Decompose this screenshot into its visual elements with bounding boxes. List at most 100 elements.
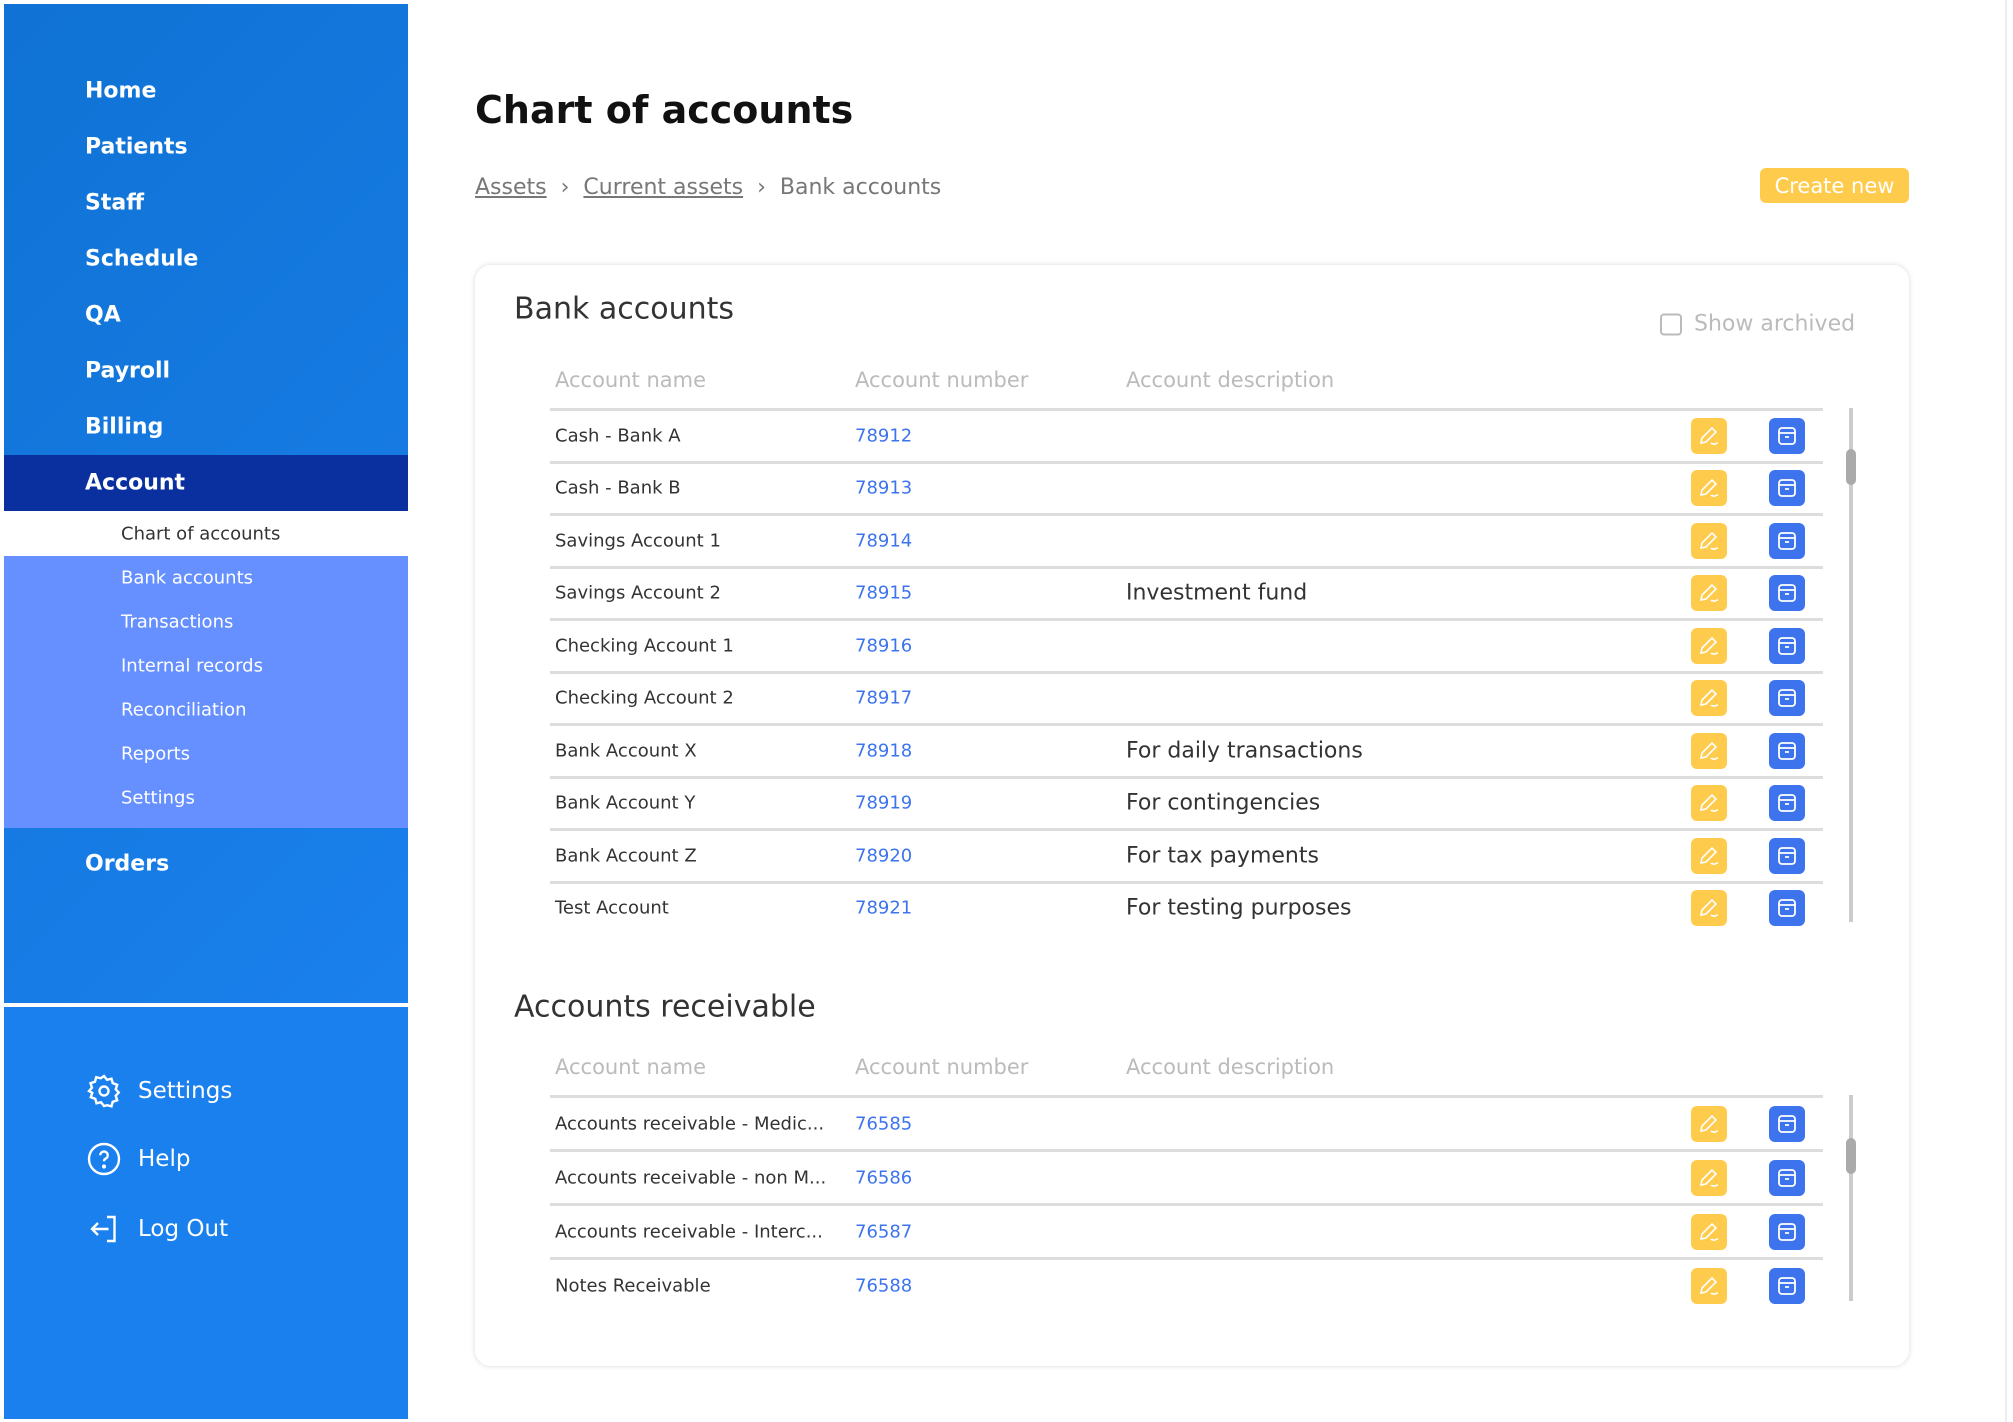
table-row[interactable]: Cash - Bank B 78913 — [550, 460, 1823, 514]
submenu-item-reconciliation[interactable]: Reconciliation — [121, 699, 247, 721]
table-row[interactable]: Bank Account X 78918 For daily transaction… — [550, 723, 1823, 776]
edit-button[interactable] — [1691, 785, 1727, 822]
archive-icon — [1775, 424, 1799, 448]
account-number-link[interactable]: 76586 — [855, 1167, 913, 1188]
sidebar-item-staff[interactable]: Staff — [85, 190, 145, 216]
edit-button[interactable] — [1691, 1105, 1727, 1142]
archive-button[interactable] — [1769, 680, 1805, 717]
archive-icon — [1775, 476, 1799, 500]
archive-button[interactable] — [1769, 1213, 1805, 1250]
table-row[interactable]: Checking Account 2 78917 — [550, 670, 1823, 724]
table-row[interactable]: Savings Account 1 78914 — [550, 513, 1823, 566]
table-row[interactable]: Test Account 78921 For testing purposes — [550, 880, 1823, 934]
edit-button[interactable] — [1691, 627, 1727, 664]
edit-icon — [1697, 581, 1721, 605]
checkbox[interactable] — [1660, 313, 1682, 335]
sidebar-item-payroll[interactable]: Payroll — [85, 358, 171, 384]
sidebar-logout[interactable]: Log Out — [86, 1211, 228, 1247]
sidebar-help[interactable]: Help — [86, 1141, 190, 1177]
submenu-item-internal-records[interactable]: Internal records — [121, 655, 263, 677]
archive-button[interactable] — [1769, 1159, 1805, 1196]
create-new-button[interactable]: Create new — [1760, 168, 1909, 203]
account-number-link[interactable]: 76585 — [855, 1113, 913, 1134]
submenu-item-transactions[interactable]: Transactions — [121, 611, 234, 633]
chevron-right-icon: › — [560, 175, 570, 200]
submenu-item-settings[interactable]: Settings — [121, 787, 195, 809]
sidebar-item-account[interactable]: Account — [85, 470, 186, 496]
sidebar-item-schedule[interactable]: Schedule — [85, 246, 199, 272]
table-row[interactable]: Accounts receivable - non M... 76586 — [550, 1149, 1823, 1203]
breadcrumb-current-assets[interactable]: Current assets — [583, 175, 744, 200]
account-number-link[interactable]: 78915 — [855, 582, 913, 604]
page-title: Chart of accounts — [475, 88, 854, 132]
table-row[interactable]: Bank Account Z 78920 For tax payments — [550, 828, 1823, 881]
account-name: Savings Account 2 — [555, 582, 721, 604]
archive-button[interactable] — [1769, 522, 1805, 559]
account-number-link[interactable]: 78920 — [855, 845, 913, 867]
table-row[interactable]: Bank Account Y 78919 For contingencies — [550, 775, 1823, 829]
edit-button[interactable] — [1691, 837, 1727, 874]
account-description: For contingencies — [1126, 790, 1321, 816]
account-name: Checking Account 1 — [555, 635, 734, 657]
account-number-link[interactable]: 78913 — [855, 477, 913, 499]
archive-button[interactable] — [1769, 837, 1805, 874]
account-name: Accounts receivable - non M... — [555, 1167, 827, 1188]
settings-label: Settings — [138, 1078, 233, 1104]
edit-button[interactable] — [1691, 732, 1727, 769]
breadcrumb-assets[interactable]: Assets — [475, 175, 547, 200]
sidebar-item-home[interactable]: Home — [85, 78, 157, 104]
table-row[interactable]: Checking Account 1 78916 — [550, 618, 1823, 671]
archive-button[interactable] — [1769, 1105, 1805, 1142]
edit-button[interactable] — [1691, 522, 1727, 559]
table-row[interactable]: Accounts receivable - Medic... 76585 — [550, 1095, 1823, 1149]
account-name: Cash - Bank B — [555, 477, 681, 499]
archive-icon — [1775, 739, 1799, 763]
table-row[interactable]: Notes Receivable 76588 — [550, 1257, 1823, 1311]
account-number-link[interactable]: 78914 — [855, 530, 913, 552]
account-number-link[interactable]: 76588 — [855, 1275, 913, 1296]
scrollbar-thumb-receivable[interactable] — [1846, 1138, 1856, 1174]
table-row[interactable]: Savings Account 2 78915 Investment fund — [550, 565, 1823, 619]
submenu-item-chart-of-accounts[interactable]: Chart of accounts — [121, 523, 281, 545]
archive-button[interactable] — [1769, 890, 1805, 927]
archive-button[interactable] — [1769, 627, 1805, 664]
edit-button[interactable] — [1691, 1159, 1727, 1196]
archive-button[interactable] — [1769, 417, 1805, 454]
edit-button[interactable] — [1691, 1213, 1727, 1250]
account-number-link[interactable]: 78921 — [855, 897, 913, 919]
scrollbar-receivable[interactable] — [1849, 1095, 1853, 1301]
scrollbar-thumb-bank[interactable] — [1846, 449, 1856, 485]
edit-button[interactable] — [1691, 417, 1727, 454]
account-number-link[interactable]: 78918 — [855, 740, 913, 762]
edit-button[interactable] — [1691, 1267, 1727, 1304]
sidebar-settings[interactable]: Settings — [86, 1073, 232, 1109]
accounts-card — [475, 265, 1909, 1366]
account-number-link[interactable]: 78916 — [855, 635, 913, 657]
sidebar-item-qa[interactable]: QA — [85, 302, 121, 328]
archive-button[interactable] — [1769, 732, 1805, 769]
account-number-link[interactable]: 78917 — [855, 687, 913, 709]
edit-button[interactable] — [1691, 470, 1727, 507]
sidebar-item-orders[interactable]: Orders — [85, 851, 170, 877]
submenu-item-reports[interactable]: Reports — [121, 743, 191, 765]
archive-button[interactable] — [1769, 575, 1805, 612]
logout-label: Log Out — [138, 1216, 229, 1242]
archive-button[interactable] — [1769, 785, 1805, 822]
account-number-link[interactable]: 78912 — [855, 425, 913, 447]
edit-button[interactable] — [1691, 890, 1727, 927]
archive-button[interactable] — [1769, 1267, 1805, 1304]
sidebar-item-patients[interactable]: Patients — [85, 134, 188, 160]
table-row[interactable]: Cash - Bank A 78912 — [550, 408, 1823, 461]
show-archived-checkbox[interactable]: Show archived — [1660, 312, 1855, 337]
scrollbar-bank[interactable] — [1849, 408, 1853, 922]
submenu — [4, 556, 408, 828]
account-number-link[interactable]: 78919 — [855, 792, 913, 814]
archive-icon — [1775, 634, 1799, 658]
table-row[interactable]: Accounts receivable - Interc... 76587 — [550, 1203, 1823, 1257]
archive-button[interactable] — [1769, 470, 1805, 507]
sidebar-item-billing[interactable]: Billing — [85, 414, 164, 440]
account-number-link[interactable]: 76587 — [855, 1221, 913, 1242]
edit-button[interactable] — [1691, 575, 1727, 612]
edit-button[interactable] — [1691, 680, 1727, 717]
submenu-item-bank-accounts[interactable]: Bank accounts — [121, 567, 254, 589]
